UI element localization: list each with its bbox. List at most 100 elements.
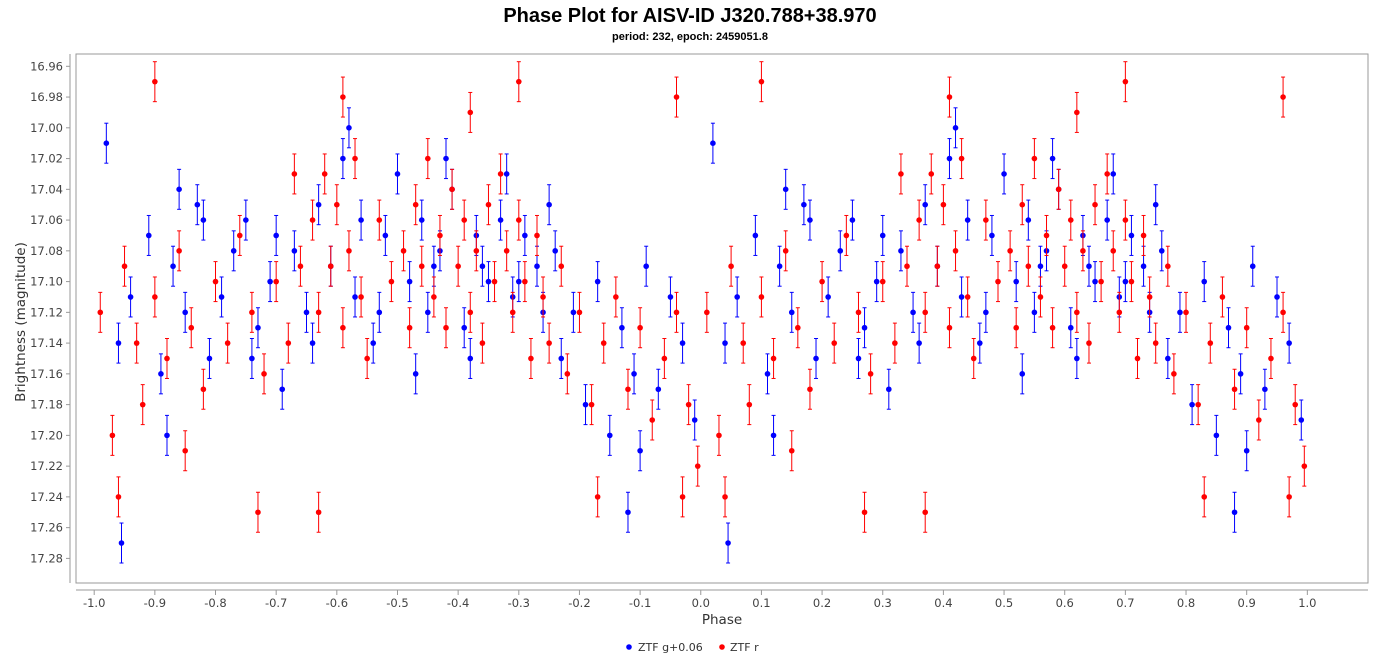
data-point [710,140,716,146]
data-point [1177,309,1183,316]
data-point [1165,355,1171,362]
data-point [255,509,261,516]
data-point [934,263,941,270]
data-point [679,340,686,346]
data-point [528,355,534,362]
data-point [340,94,346,100]
x-tick-label: 0.9 [1238,596,1256,610]
data-point [152,294,158,300]
data-point [758,78,765,85]
data-point [352,294,358,300]
data-point [546,201,552,208]
data-point [522,232,528,239]
y-tick-label: 17.14 [30,336,63,350]
data-point [946,94,953,100]
x-tick-label: -0.1 [629,596,651,610]
data-point [825,294,831,300]
data-point [1019,371,1026,377]
data-point [273,232,279,239]
data-point [1122,217,1129,223]
legend-label-g: ZTF g+0.06 [638,641,703,654]
y-tick-label: 17.08 [30,244,63,258]
data-point [1280,94,1286,100]
x-tick-label: -0.7 [265,596,287,610]
data-point [1286,340,1292,346]
data-point [1171,371,1177,377]
data-point [782,248,789,254]
data-point [540,294,546,300]
data-point [1043,232,1050,239]
data-point [613,294,619,300]
data-point [1219,294,1226,300]
data-point [1201,494,1208,500]
data-point [103,140,110,146]
data-point [958,294,965,300]
y-tick-label: 16.98 [30,90,63,104]
x-tick-label: -0.5 [386,596,408,610]
data-point [558,263,565,270]
data-point [928,171,935,177]
x-tick-label: 0.5 [995,596,1013,610]
data-point [910,309,916,316]
data-point [728,263,734,270]
data-point [515,78,522,85]
data-point [995,278,1001,285]
data-point [443,324,449,331]
data-point [1201,278,1208,285]
data-point [479,263,486,270]
data-point [837,248,844,254]
data-point [867,371,874,377]
data-point [1189,401,1195,408]
x-tick-label: 0.4 [934,596,952,610]
data-point [230,248,237,254]
data-point [588,401,595,408]
data-point [364,355,370,362]
data-point [200,386,207,393]
data-point [346,248,352,254]
data-point [1128,278,1135,285]
data-point [1225,324,1232,331]
data-point [1195,401,1201,408]
data-point [515,278,522,285]
data-point [406,278,413,285]
data-point [1025,217,1032,223]
data-point [631,371,637,377]
data-point [1256,417,1262,423]
data-point [776,263,783,270]
data-point [861,509,868,516]
data-point [461,217,468,223]
x-tick-label: -0.2 [568,596,590,610]
data-point [1292,401,1299,408]
data-point [594,494,601,500]
data-point [782,186,789,193]
data-point [515,217,522,223]
data-point [1140,263,1147,270]
data-point [606,432,613,439]
data-point [916,340,922,346]
data-point [1140,232,1147,239]
data-point [388,278,395,285]
data-point [309,217,316,223]
data-point [1104,171,1110,177]
data-point [467,309,474,316]
data-point [1104,217,1110,223]
data-point [497,217,504,223]
x-tick-label: -0.4 [447,596,469,610]
data-point [625,386,631,393]
data-point [115,340,122,346]
data-point [673,309,680,316]
x-tick-label: 0.0 [692,596,710,610]
data-point [916,217,922,223]
data-point [1067,217,1074,223]
data-point [704,309,710,316]
data-point [315,509,322,516]
data-point [758,294,765,300]
data-point [795,324,801,331]
data-point [1262,386,1268,393]
data-point [1031,155,1038,162]
chart-subtitle: period: 232, epoch: 2459051.8 [612,31,768,43]
data-point [637,447,643,454]
legend-label-r: ZTF r [730,641,759,654]
data-point [1013,278,1019,285]
data-point [619,324,625,331]
